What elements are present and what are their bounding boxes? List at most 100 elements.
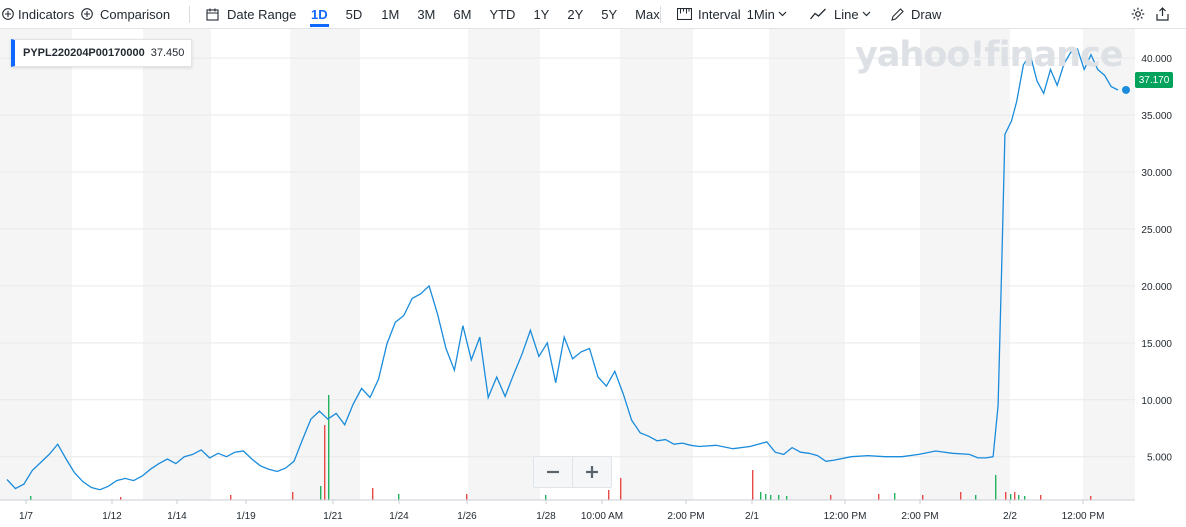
last-price-dot xyxy=(1122,85,1130,94)
draw-button[interactable]: Draw xyxy=(891,0,941,28)
range-1d[interactable]: 1D xyxy=(310,0,329,28)
range-2y[interactable]: 2Y xyxy=(567,6,584,22)
volume-bar xyxy=(975,495,977,500)
horizontal-gridlines xyxy=(0,57,1135,458)
y-tick-label: 30.000 xyxy=(1141,168,1172,179)
volume-bar xyxy=(760,492,762,500)
volume-bar xyxy=(545,495,547,500)
chart-type-label: Line xyxy=(834,6,859,22)
volume-bar xyxy=(320,486,322,500)
share-button[interactable] xyxy=(1156,0,1169,28)
volume-bar xyxy=(778,495,780,500)
calendar-icon xyxy=(206,8,219,21)
x-tick-label: 1/26 xyxy=(457,511,477,522)
volume-bar xyxy=(30,496,32,500)
session-band xyxy=(1083,29,1135,500)
session-band xyxy=(620,29,693,500)
volume-bar xyxy=(324,425,326,500)
date-range-label: Date Range xyxy=(227,6,297,22)
plus-circle-icon xyxy=(2,8,14,20)
session-band xyxy=(769,29,845,500)
date-range-button[interactable]: Date Range xyxy=(206,0,296,28)
y-tick-label: 35.000 xyxy=(1141,111,1172,122)
volume-bar xyxy=(995,475,997,500)
x-tick-label: 1/14 xyxy=(167,511,187,522)
volume-bar xyxy=(292,492,294,500)
draw-label: Draw xyxy=(911,6,942,22)
session-band xyxy=(143,29,211,500)
session-band xyxy=(0,29,72,500)
indicators-button[interactable]: Indicators xyxy=(2,0,74,28)
range-1m[interactable]: 1M xyxy=(381,6,400,22)
range-max[interactable]: Max xyxy=(635,6,660,22)
x-tick-label: 1/28 xyxy=(536,511,556,522)
x-tick-label: 1/24 xyxy=(389,511,409,522)
comparison-button[interactable]: Comparison xyxy=(81,0,170,28)
volume-bar xyxy=(1090,496,1092,500)
volume-bars xyxy=(30,395,1092,500)
volume-bar xyxy=(922,495,924,500)
interval-label: Interval xyxy=(698,6,741,22)
range-ytd[interactable]: YTD xyxy=(489,6,516,22)
zoom-out-button[interactable] xyxy=(534,457,572,487)
series-legend[interactable]: PYPL220204P00170000 37.450 xyxy=(11,39,193,67)
x-tick-label: 1/12 xyxy=(102,511,122,522)
indicators-label: Indicators xyxy=(18,6,75,22)
volume-bar xyxy=(960,492,962,500)
zoom-controls xyxy=(533,456,612,488)
chevron-down-icon xyxy=(778,11,787,17)
chart-toolbar: Indicators Comparison Date Range 1D 5D 1… xyxy=(0,0,1186,29)
yahoo-finance-watermark: yahoo!finance xyxy=(855,35,1124,75)
range-3m[interactable]: 3M xyxy=(417,6,436,22)
volume-bar xyxy=(1040,495,1042,500)
gear-icon xyxy=(1131,7,1145,21)
volume-bar xyxy=(372,488,374,500)
volume-bar xyxy=(894,493,896,500)
volume-bar xyxy=(1005,492,1007,500)
volume-bar xyxy=(466,494,468,500)
pencil-icon xyxy=(891,7,904,21)
volume-bar xyxy=(328,395,330,500)
price-line xyxy=(6,48,1119,491)
range-5y[interactable]: 5Y xyxy=(601,6,618,22)
chart-type-button[interactable]: Line xyxy=(810,0,871,28)
divider xyxy=(189,6,190,23)
comparison-label: Comparison xyxy=(100,6,171,22)
share-icon xyxy=(1156,7,1169,21)
last-price-tag: 37.170 xyxy=(1135,72,1173,88)
volume-bar xyxy=(1010,494,1012,500)
line-chart-icon xyxy=(810,8,826,20)
y-tick-label: 20.000 xyxy=(1141,282,1172,293)
interval-button[interactable]: Interval 1Min xyxy=(677,0,787,28)
volume-bar xyxy=(752,470,754,500)
y-tick-label: 5.000 xyxy=(1147,453,1172,464)
legend-value: 37.450 xyxy=(150,47,185,59)
x-tick-label: 10:00 AM xyxy=(581,511,623,522)
x-tick-label: 1/21 xyxy=(323,511,343,522)
volume-bar xyxy=(120,497,122,500)
price-chart[interactable]: 1/7 1/12 1/14 1/19 1/21 1/24 1/26 1/28 10:00 AM 2… xyxy=(0,29,1186,527)
minus-icon xyxy=(547,470,559,474)
x-tick-label: 2:00 PM xyxy=(667,511,704,522)
plus-circle-icon xyxy=(81,8,93,20)
interval-value: 1Min xyxy=(746,6,775,22)
x-tick-label: 2:00 PM xyxy=(901,511,938,522)
settings-button[interactable] xyxy=(1131,0,1145,28)
x-tick-label: 1/19 xyxy=(236,511,256,522)
x-tick-label: 2/1 xyxy=(745,511,759,522)
volume-bar xyxy=(786,496,788,500)
zoom-in-button[interactable] xyxy=(572,457,611,487)
volume-bar xyxy=(830,495,832,500)
volume-bar xyxy=(765,494,767,500)
y-tick-label: 25.000 xyxy=(1141,225,1172,236)
x-axis-ticks: 1/7 1/12 1/14 1/19 1/21 1/24 1/26 1/28 10:00 AM 2… xyxy=(19,500,1104,522)
session-band xyxy=(290,29,360,500)
session-band xyxy=(468,29,540,500)
y-tick-label: 15.000 xyxy=(1141,339,1172,350)
chevron-down-icon xyxy=(862,11,871,17)
range-6m[interactable]: 6M xyxy=(453,6,472,22)
volume-bar xyxy=(770,495,772,500)
range-5d[interactable]: 5D xyxy=(345,6,363,22)
x-tick-label: 12:00 PM xyxy=(824,511,867,522)
range-1y[interactable]: 1Y xyxy=(533,6,550,22)
